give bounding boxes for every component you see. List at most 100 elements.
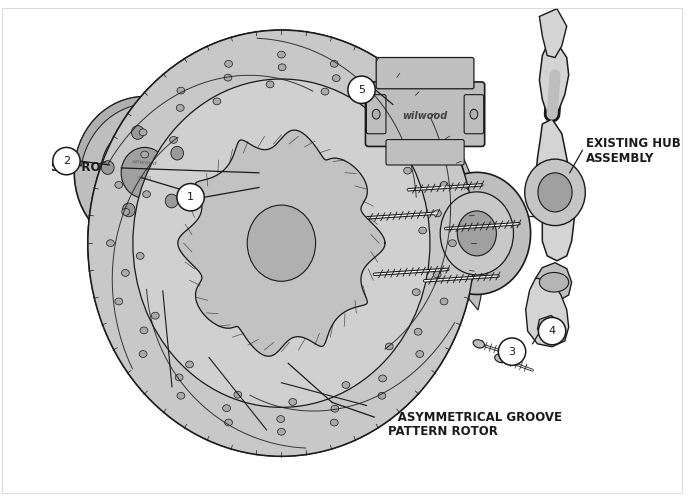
Ellipse shape [223,405,230,412]
Ellipse shape [525,159,585,225]
Ellipse shape [321,88,329,95]
Ellipse shape [122,208,130,215]
Ellipse shape [379,375,386,382]
Ellipse shape [213,98,220,105]
Ellipse shape [433,210,441,217]
Ellipse shape [330,61,338,67]
Ellipse shape [141,151,148,158]
Ellipse shape [416,129,423,136]
Text: 5: 5 [358,85,365,95]
Ellipse shape [470,109,478,119]
Polygon shape [536,263,572,302]
Ellipse shape [101,125,188,221]
Ellipse shape [177,87,185,94]
FancyBboxPatch shape [365,82,484,146]
Ellipse shape [495,354,506,363]
Ellipse shape [165,194,178,208]
Ellipse shape [122,203,135,217]
Polygon shape [178,130,385,356]
Ellipse shape [440,181,448,188]
Text: ASSEMBLY: ASSEMBLY [587,152,655,165]
Ellipse shape [380,106,388,112]
Ellipse shape [372,109,380,119]
Ellipse shape [136,253,144,260]
Ellipse shape [440,192,514,275]
Text: PATTERN ROTOR: PATTERN ROTOR [388,425,498,438]
Ellipse shape [74,97,215,249]
Ellipse shape [330,419,338,426]
Ellipse shape [102,161,114,174]
Text: 4: 4 [549,326,556,336]
Ellipse shape [106,240,114,246]
Ellipse shape [419,227,426,234]
Ellipse shape [276,416,285,422]
Polygon shape [88,30,484,310]
Ellipse shape [278,64,286,71]
Ellipse shape [378,87,386,94]
Ellipse shape [415,152,423,159]
Text: SRP ROTOR: SRP ROTOR [51,161,127,174]
Ellipse shape [457,211,496,256]
FancyBboxPatch shape [386,140,464,165]
Ellipse shape [115,181,122,188]
Ellipse shape [225,61,232,67]
Text: 2: 2 [63,156,70,166]
Ellipse shape [169,136,178,143]
Text: 3: 3 [508,347,515,357]
Ellipse shape [342,382,350,388]
Ellipse shape [88,30,475,456]
Ellipse shape [266,81,274,88]
Ellipse shape [538,173,572,212]
Polygon shape [536,119,575,261]
Ellipse shape [133,79,430,407]
Text: wilwood: wilwood [402,111,448,121]
Ellipse shape [115,298,122,305]
Ellipse shape [449,240,456,246]
Text: GT ASYMMETRICAL GROOVE: GT ASYMMETRICAL GROOVE [376,411,562,424]
Ellipse shape [386,343,393,350]
FancyBboxPatch shape [464,95,484,134]
Ellipse shape [122,270,130,277]
Ellipse shape [289,398,297,405]
Ellipse shape [416,351,423,357]
Ellipse shape [121,147,168,198]
Ellipse shape [132,126,144,139]
Ellipse shape [540,273,568,292]
Ellipse shape [139,129,147,136]
Circle shape [498,338,526,365]
Ellipse shape [404,167,412,174]
Ellipse shape [277,51,286,58]
FancyBboxPatch shape [376,58,474,89]
Ellipse shape [412,289,420,296]
Polygon shape [540,9,567,58]
Ellipse shape [151,312,159,319]
Ellipse shape [139,351,147,357]
Ellipse shape [473,340,484,348]
Text: wilwood: wilwood [132,159,158,167]
Polygon shape [526,279,568,347]
Circle shape [52,147,80,175]
Polygon shape [540,41,568,116]
Ellipse shape [414,328,422,335]
Ellipse shape [423,172,531,295]
Ellipse shape [140,327,148,334]
Text: EXISTING HUB: EXISTING HUB [587,137,681,150]
Polygon shape [538,316,561,336]
Ellipse shape [332,75,340,82]
Text: racing: racing [137,175,153,180]
Ellipse shape [143,191,150,197]
Ellipse shape [225,419,232,426]
Ellipse shape [224,74,232,81]
Ellipse shape [331,405,339,412]
Ellipse shape [88,30,475,456]
Ellipse shape [177,392,185,399]
Circle shape [348,76,375,103]
Ellipse shape [277,428,286,435]
Ellipse shape [186,361,193,368]
Ellipse shape [433,271,441,278]
Ellipse shape [440,298,448,305]
FancyBboxPatch shape [366,95,386,134]
Ellipse shape [171,146,183,160]
Ellipse shape [175,374,183,381]
Ellipse shape [370,119,377,125]
